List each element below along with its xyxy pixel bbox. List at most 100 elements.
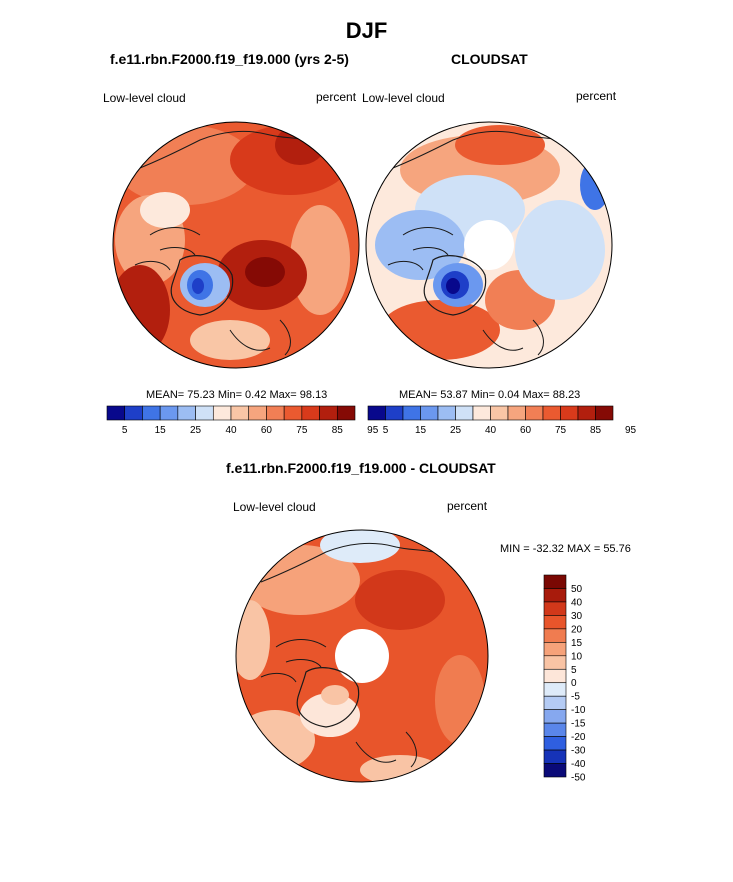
colorbar-diff-swatch: [543, 736, 567, 751]
colorbar-model-swatch: [248, 405, 267, 421]
colorbar-obs-tick-label: 85: [590, 425, 602, 436]
colorbar-model-swatch: [195, 405, 214, 421]
panel-obs-title: CLOUDSAT: [451, 51, 528, 67]
colorbar-model-swatch: [230, 405, 250, 421]
colorbar-model: 5 15 25 40 60 75 85 95: [106, 405, 379, 436]
colorbar-model-swatch: [212, 405, 232, 421]
colorbar-model-swatch: [106, 405, 126, 421]
colorbar-diff-swatch: [543, 574, 567, 589]
colorbar-obs-swatch: [525, 405, 544, 421]
map-model-field-patch: [113, 265, 170, 355]
map-model-coast-greenland: [170, 255, 234, 316]
colorbar-model-tick-label: 25: [190, 425, 202, 436]
colorbar-model-swatch: [283, 405, 303, 421]
colorbar-obs-swatch: [560, 405, 579, 421]
map-diff-coast-archipelago: [260, 639, 327, 683]
map-model-field-patch: [192, 278, 204, 294]
map-obs-coast-greenland: [423, 255, 487, 316]
colorbar-obs-tick-label: 75: [555, 425, 567, 436]
colorbar-diff-swatch: [543, 695, 567, 710]
colorbar-diff-tick-label: 40: [571, 597, 583, 608]
colorbar-diff-swatch: [543, 655, 567, 670]
colorbar-diff-tick-label: 50: [571, 584, 583, 595]
colorbar-obs-swatch: [437, 405, 456, 421]
panel-model-variable: Low-level cloud: [103, 91, 186, 105]
map-model-field-patch: [190, 320, 270, 360]
colorbar-diff-swatch: [543, 628, 567, 643]
colorbar-diff-tick-label: -15: [571, 719, 586, 730]
colorbar-model-swatch: [142, 405, 161, 421]
colorbar-diff-tick-label: -20: [571, 732, 586, 743]
colorbar-model-swatch: [301, 405, 320, 421]
colorbar-model-tick-label: 75: [296, 425, 308, 436]
map-diff: [235, 529, 489, 783]
colorbar-diff-swatch: [543, 709, 567, 724]
colorbar-diff-tick-label: 0: [571, 678, 577, 689]
map-model-field-patch: [245, 257, 285, 287]
colorbar-model-tick-label: 85: [332, 425, 344, 436]
panel-diff-title: f.e11.rbn.F2000.f19_f19.000 - CLOUDSAT: [226, 460, 496, 476]
colorbar-diff-tick-label: 5: [571, 665, 577, 676]
colorbar-model-tick-label: 40: [225, 425, 237, 436]
colorbar-diff-tick-label: -10: [571, 705, 586, 716]
map-obs: [365, 121, 613, 369]
colorbar-diff-tick-label: 20: [571, 624, 583, 635]
colorbar-obs-swatch: [455, 405, 474, 421]
panel-model-units: percent: [316, 90, 357, 104]
colorbar-obs-swatch: [542, 405, 561, 421]
main-title: DJF: [345, 18, 388, 43]
colorbar-obs-tick-label: 40: [485, 425, 497, 436]
colorbar-obs-swatch: [402, 405, 421, 421]
colorbar-obs-swatch: [490, 405, 509, 421]
map-obs-coast-archipelago: [387, 227, 454, 271]
map-model-field-patch: [290, 205, 350, 315]
map-diff-field-patch: [236, 600, 270, 680]
map-obs-coast-europe: [482, 319, 544, 356]
panel-obs-variable: Low-level cloud: [362, 91, 445, 105]
colorbar-diff-swatch: [543, 642, 567, 657]
map-obs-no-data-pole: [464, 220, 514, 270]
panel-obs-units: percent: [576, 89, 617, 103]
map-obs-field-patch: [380, 300, 500, 360]
colorbar-diff-tick-label: 15: [571, 638, 583, 649]
map-diff-field-patch: [300, 693, 360, 737]
map-model-field-patch: [140, 192, 190, 228]
colorbar-obs-tick-label: 95: [625, 425, 637, 436]
colorbar-obs-tick-label: 60: [520, 425, 532, 436]
colorbar-diff-swatch: [543, 588, 567, 603]
colorbar-obs-swatch: [472, 405, 491, 421]
colorbar-diff-swatch: [543, 601, 567, 616]
map-diff-field-patch: [355, 570, 445, 630]
colorbar-obs-swatch: [577, 405, 596, 421]
map-diff-field-patch: [360, 755, 440, 782]
map-diff-border: [235, 529, 489, 783]
map-diff-coast-europe: [355, 731, 417, 768]
map-diff-field-patch: [321, 685, 349, 705]
map-obs-border: [365, 121, 613, 369]
colorbar-model-swatch: [177, 405, 196, 421]
colorbar-diff-swatch: [543, 668, 567, 684]
colorbar-obs-swatch: [385, 405, 404, 421]
colorbar-diff-swatch: [543, 749, 567, 764]
map-model-coast-europe: [229, 319, 291, 356]
colorbar-diff-swatch: [543, 682, 567, 697]
colorbar-diff-swatch: [543, 722, 567, 737]
map-model-border: [112, 121, 360, 369]
colorbar-diff-tick-label: -40: [571, 759, 586, 770]
colorbar-model-swatch: [336, 405, 356, 421]
colorbar-diff-swatch: [543, 615, 567, 630]
map-diff-field-patch: [320, 530, 400, 563]
colorbar-diff-tick-label: -5: [571, 692, 580, 703]
colorbar-model-tick-label: 95: [367, 425, 379, 436]
colorbar-model-tick-label: 60: [261, 425, 273, 436]
colorbar-obs-tick-label: 5: [383, 425, 389, 436]
colorbar-obs-tick-label: 15: [415, 425, 427, 436]
panel-diff-variable: Low-level cloud: [233, 500, 316, 514]
map-obs-field-patch: [446, 278, 460, 294]
panel-diff-minmax: MIN = -32.32 MAX = 55.76: [500, 543, 631, 555]
colorbar-model-swatch: [159, 405, 179, 421]
panel-model-stats: MEAN= 75.23 Min= 0.42 Max= 98.13: [146, 389, 328, 401]
colorbar-model-tick-label: 5: [122, 425, 128, 436]
